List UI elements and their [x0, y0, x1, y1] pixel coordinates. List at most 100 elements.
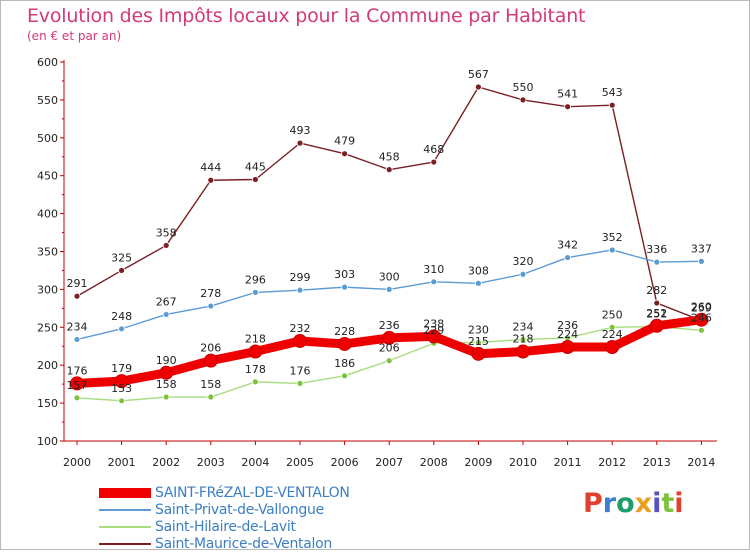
data-point — [608, 246, 616, 254]
data-point — [430, 158, 438, 166]
data-label: 248 — [111, 310, 132, 323]
data-point — [653, 258, 661, 266]
y-tick-label: 600 — [37, 56, 58, 69]
x-tick-label: 2014 — [687, 456, 715, 469]
data-label: 250 — [602, 308, 623, 321]
data-label: 541 — [557, 88, 578, 101]
y-tick-label: 300 — [37, 283, 58, 296]
data-point — [207, 302, 215, 310]
data-point — [519, 270, 527, 278]
chart-title: Evolution des Impôts locaux pour la Comm… — [27, 5, 586, 27]
x-tick-label: 2000 — [63, 456, 91, 469]
legend-label: SAINT-FRéZAL-DE-VENTALON — [155, 485, 350, 501]
logo-letter: r — [602, 488, 617, 519]
data-label: 320 — [513, 255, 534, 268]
data-label: 336 — [646, 243, 667, 256]
data-point — [114, 374, 129, 389]
data-point — [605, 340, 620, 355]
series-line — [76, 86, 703, 322]
data-label: 179 — [111, 362, 132, 375]
data-point — [73, 394, 81, 402]
data-label: 282 — [646, 284, 667, 297]
data-label: 543 — [602, 86, 623, 99]
legend-swatch — [99, 509, 151, 511]
data-point — [207, 393, 215, 401]
data-label: 299 — [290, 271, 311, 284]
data-label: 157 — [67, 379, 88, 392]
data-label: 267 — [156, 295, 177, 308]
legend-swatch — [99, 526, 151, 528]
y-tick-label: 550 — [37, 94, 58, 107]
data-label: 550 — [513, 81, 534, 94]
x-tick-label: 2005 — [286, 456, 314, 469]
data-point — [162, 311, 170, 318]
data-label: 206 — [200, 342, 221, 355]
data-label: 234 — [513, 320, 534, 333]
data-label: 342 — [557, 239, 578, 252]
data-label: 300 — [379, 270, 400, 283]
x-tick-label: 2012 — [598, 456, 626, 469]
x-tick-label: 2003 — [197, 456, 225, 469]
data-label: 215 — [468, 335, 489, 348]
data-point — [248, 344, 263, 359]
data-label: 567 — [468, 68, 489, 81]
data-point — [385, 166, 393, 174]
logo-letter: P — [583, 488, 603, 519]
data-point — [474, 339, 482, 346]
x-tick-label: 2007 — [375, 456, 403, 469]
x-tick-label: 2006 — [331, 456, 359, 469]
data-point — [118, 325, 125, 333]
data-point — [251, 176, 259, 183]
data-point — [159, 365, 174, 380]
data-label: 153 — [111, 382, 132, 395]
data-point — [698, 257, 705, 265]
data-point — [118, 267, 125, 274]
x-tick-label: 2013 — [643, 456, 671, 469]
y-tick-label: 450 — [37, 170, 58, 183]
legend-label: Saint-Hilaire-de-Lavit — [155, 519, 296, 535]
data-label: 259 — [691, 301, 712, 314]
data-label: 445 — [245, 160, 266, 173]
data-label: 296 — [245, 273, 266, 286]
data-label: 236 — [379, 319, 400, 332]
data-label: 251 — [646, 308, 667, 321]
data-label: 252 — [646, 307, 667, 320]
data-point — [296, 286, 304, 294]
data-label: 176 — [67, 364, 88, 377]
data-point — [162, 242, 170, 249]
legend-label: Saint-Maurice-de-Ventalon — [155, 536, 332, 552]
data-label: 291 — [67, 277, 88, 290]
data-label: 458 — [379, 151, 400, 164]
data-label: 186 — [334, 357, 355, 370]
x-tick-label: 2010 — [509, 456, 537, 469]
data-label: 278 — [200, 287, 221, 300]
data-point — [564, 254, 571, 261]
data-label: 236 — [557, 319, 578, 332]
y-tick-label: 250 — [37, 321, 58, 334]
data-point — [251, 378, 259, 386]
data-label: 234 — [67, 320, 88, 333]
data-label: 358 — [156, 226, 177, 239]
data-point — [653, 299, 661, 307]
y-tick-label: 100 — [37, 435, 58, 448]
data-point — [293, 333, 307, 348]
data-label: 230 — [468, 323, 489, 336]
data-label: 444 — [200, 161, 221, 174]
x-tick-label: 2011 — [554, 456, 582, 469]
data-point — [608, 323, 616, 331]
data-label: 493 — [290, 124, 311, 137]
data-point — [73, 292, 81, 300]
x-tick-label: 2002 — [152, 456, 180, 469]
data-point — [564, 103, 571, 111]
data-point — [560, 340, 575, 355]
data-label: 479 — [334, 135, 355, 148]
data-label: 468 — [423, 143, 444, 156]
data-point — [341, 283, 349, 291]
logo-letter: x — [634, 488, 653, 519]
data-point — [698, 326, 705, 334]
data-point — [516, 344, 530, 359]
data-point — [430, 278, 438, 286]
data-point — [341, 372, 349, 380]
legend-label: Saint-Privat-de-Vallongue — [155, 502, 324, 518]
